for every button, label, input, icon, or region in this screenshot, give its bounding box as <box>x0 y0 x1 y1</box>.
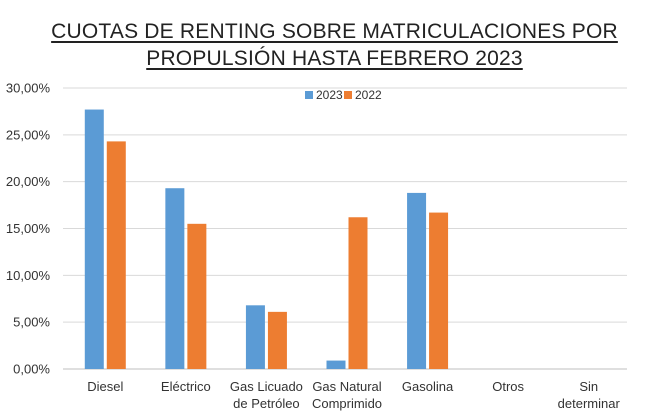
bar-2023 <box>245 305 265 369</box>
y-tick-label: 10,00% <box>6 268 51 283</box>
x-category-label: de Petróleo <box>233 396 300 411</box>
y-tick-label: 25,00% <box>6 127 51 142</box>
legend-swatch-2023 <box>305 91 313 99</box>
y-tick-label: 30,00% <box>6 81 51 96</box>
y-tick-label: 20,00% <box>6 174 51 189</box>
bar-2023 <box>84 109 104 369</box>
y-tick-label: 5,00% <box>13 315 50 330</box>
x-category-label: Gasolina <box>402 379 454 394</box>
x-category-label: Sin <box>579 379 598 394</box>
chart-title-line-1: CUOTAS DE RENTING SOBRE MATRICULACIONES … <box>51 20 618 43</box>
bar-2023 <box>326 360 346 369</box>
bar-2023 <box>407 192 427 369</box>
y-tick-label: 0,00% <box>13 362 50 377</box>
bar-2022 <box>348 217 368 369</box>
bar-2022 <box>106 141 126 369</box>
x-category-label: Comprimido <box>312 396 382 411</box>
x-category-label: Eléctrico <box>161 379 211 394</box>
bar-2023 <box>165 188 185 369</box>
bar-2022 <box>267 311 287 369</box>
y-tick-label: 15,00% <box>6 221 51 236</box>
legend-label-2023: 2023 <box>316 88 343 102</box>
chart-title-line-2: PROPULSIÓN HASTA FEBRERO 2023 <box>146 47 523 70</box>
x-category-label: determinar <box>558 396 621 411</box>
x-category-label: Gas Licuado <box>230 379 303 394</box>
x-category-label: Otros <box>492 379 524 394</box>
x-category-label: Gas Natural <box>312 379 381 394</box>
legend-swatch-2022 <box>344 91 352 99</box>
bar-2022 <box>429 212 449 369</box>
x-category-label: Diesel <box>87 379 123 394</box>
legend-label-2022: 2022 <box>355 88 382 102</box>
bar-2022 <box>187 223 207 369</box>
